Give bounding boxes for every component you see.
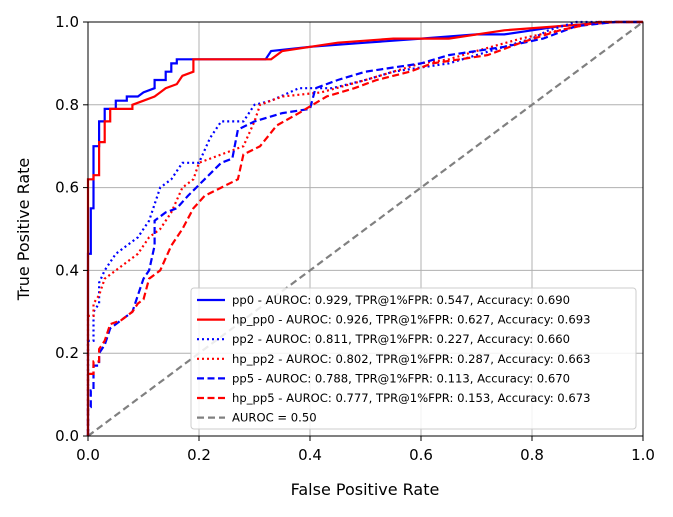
legend-entry: pp5 - AUROC: 0.788, TPR@1%FPR: 0.113, Ac…	[232, 371, 570, 385]
series-line-AUROC	[87, 21, 644, 437]
x-tick-label: 0.8	[520, 446, 544, 464]
x-axis-label: False Positive Rate	[291, 480, 440, 499]
y-axis-label: True Positive Rate	[14, 158, 33, 302]
y-tick-label: 1.0	[55, 13, 79, 31]
legend: pp0 - AUROC: 0.929, TPR@1%FPR: 0.547, Ac…	[190, 287, 637, 430]
legend-entry: hp_pp2 - AUROC: 0.802, TPR@1%FPR: 0.287,…	[232, 352, 591, 366]
plot-frame	[87, 21, 644, 437]
legend-entry: AUROC = 0.50	[232, 411, 317, 425]
legend-entry: pp0 - AUROC: 0.929, TPR@1%FPR: 0.547, Ac…	[232, 293, 570, 307]
y-tick-label: 0.8	[55, 96, 79, 114]
y-tick-label: 0.2	[55, 344, 79, 362]
legend-box	[190, 287, 637, 430]
x-tick-label: 0.6	[409, 446, 433, 464]
x-tick-label: 0.2	[187, 446, 211, 464]
series-group	[86, 20, 644, 437]
x-tick-label: 0.0	[76, 446, 100, 464]
y-tick-label: 0.0	[55, 427, 79, 445]
legend-entry: hp_pp0 - AUROC: 0.926, TPR@1%FPR: 0.627,…	[232, 313, 591, 327]
x-tick-label: 1.0	[631, 446, 655, 464]
y-tick-label: 0.6	[55, 179, 79, 197]
legend-entry: hp_pp5 - AUROC: 0.777, TPR@1%FPR: 0.153,…	[232, 391, 591, 405]
series-line-hp_pp2	[86, 20, 643, 436]
y-tick-label: 0.4	[55, 261, 79, 279]
x-tick-label: 0.4	[298, 446, 322, 464]
legend-entry: pp2 - AUROC: 0.811, TPR@1%FPR: 0.227, Ac…	[232, 332, 570, 346]
axis-ticks: 0.0 0.2 0.4 0.6 0.8 1.0 0.0 0.2 0.4 0.6 0.8 1.0	[55, 13, 655, 464]
series-line-hp_pp0	[86, 20, 643, 436]
series-line-pp0	[86, 20, 643, 436]
